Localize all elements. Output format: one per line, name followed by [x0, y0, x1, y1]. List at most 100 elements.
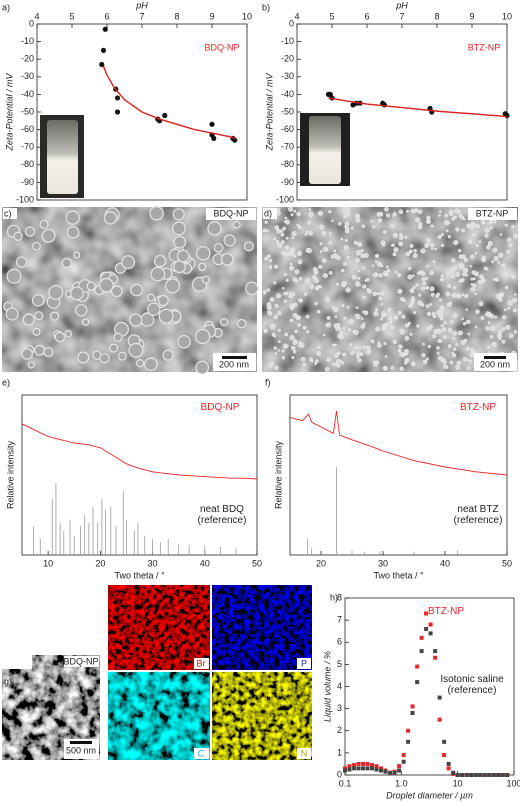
particle	[355, 314, 361, 320]
point	[401, 759, 406, 764]
particle	[289, 262, 293, 266]
particle	[265, 229, 269, 233]
panel-label: d)	[264, 208, 272, 218]
point	[361, 761, 366, 766]
particle	[450, 266, 455, 271]
particle	[150, 266, 166, 282]
particle	[274, 365, 279, 370]
particle	[439, 305, 445, 311]
particle	[397, 288, 403, 294]
particle	[388, 316, 393, 321]
x-tick-label: 50	[502, 558, 512, 568]
particle	[359, 352, 364, 357]
point	[361, 766, 366, 771]
particle	[332, 362, 336, 366]
particle	[452, 312, 458, 319]
particle	[314, 286, 320, 291]
mask	[2, 655, 32, 669]
particle	[487, 240, 493, 247]
particle	[343, 245, 349, 250]
series-name: BDQ-NP	[200, 402, 240, 413]
particle	[172, 208, 185, 221]
particle	[484, 227, 490, 233]
edx-maps: g) BDQ-NP 500 nm Br P C N	[2, 585, 312, 760]
particle	[362, 284, 367, 289]
panel-label: f)	[265, 377, 271, 387]
point	[401, 753, 406, 758]
y-tick-label: -30	[281, 71, 294, 81]
point	[374, 764, 379, 769]
particle	[284, 332, 289, 337]
particle	[462, 267, 469, 274]
point	[442, 739, 447, 744]
particle	[453, 240, 459, 246]
point	[437, 717, 442, 722]
particle	[409, 288, 415, 294]
particle	[413, 311, 417, 314]
particle	[445, 366, 449, 369]
particle	[299, 342, 305, 348]
point	[410, 711, 415, 716]
point	[388, 770, 393, 775]
particle	[480, 219, 486, 225]
x-tick-label: 10	[502, 11, 512, 21]
y-tick-label: -90	[21, 177, 34, 187]
point	[424, 611, 429, 616]
particle	[462, 217, 466, 221]
particle	[492, 247, 498, 253]
particle	[417, 224, 423, 230]
particle	[392, 252, 397, 257]
point	[162, 112, 168, 119]
particle	[421, 353, 426, 358]
particle	[383, 341, 387, 346]
particle	[165, 278, 181, 294]
particle	[430, 224, 434, 228]
particle	[455, 227, 460, 232]
particle	[275, 293, 282, 299]
particle	[486, 245, 491, 250]
particle	[435, 294, 440, 299]
label-bg	[206, 208, 256, 220]
particle	[455, 272, 461, 277]
particle	[130, 283, 143, 297]
particle	[396, 273, 402, 278]
particle	[377, 343, 382, 348]
point	[102, 26, 108, 32]
particle	[452, 347, 457, 351]
x-tick-label: 40	[440, 558, 450, 568]
micrograph-label: BDQ-NP	[213, 208, 248, 218]
particle	[376, 292, 380, 296]
particle	[103, 211, 118, 225]
particle	[430, 292, 435, 297]
scale-bar	[70, 741, 92, 744]
particle	[469, 264, 472, 268]
particle	[207, 221, 222, 236]
point	[114, 95, 121, 101]
particle	[465, 319, 471, 325]
particle	[264, 220, 268, 224]
particle	[39, 219, 49, 229]
y-tick-label: 5	[337, 659, 342, 669]
particle	[328, 270, 333, 275]
particle	[353, 240, 358, 245]
particle	[446, 302, 452, 308]
particle	[377, 341, 381, 345]
particle	[371, 264, 375, 268]
particle	[319, 242, 323, 246]
particle	[264, 256, 269, 261]
particle	[479, 274, 484, 280]
particle	[422, 281, 427, 286]
particle	[146, 293, 156, 302]
particle	[397, 348, 402, 353]
particle	[391, 225, 395, 229]
series-line	[289, 410, 508, 476]
micrograph-label: BTZ-NP	[476, 208, 509, 218]
particle	[514, 293, 517, 296]
particle	[507, 237, 512, 242]
particle	[440, 277, 445, 282]
particle	[317, 352, 321, 356]
plot-frame	[289, 394, 508, 556]
x-tick-label: 5	[329, 11, 334, 21]
point	[114, 109, 121, 115]
point	[469, 773, 474, 777]
